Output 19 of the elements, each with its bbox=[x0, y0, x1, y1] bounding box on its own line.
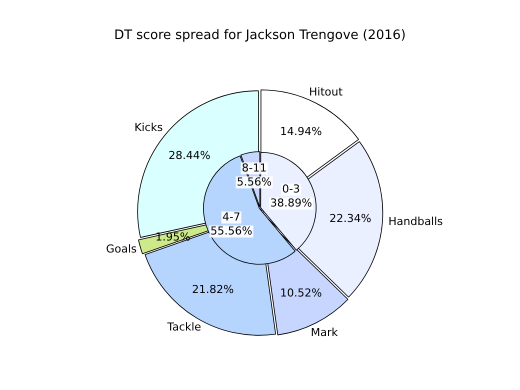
slice-label: Handballs bbox=[388, 215, 444, 228]
data-label: 22.34% bbox=[329, 212, 372, 225]
slice-label: Goals bbox=[106, 242, 138, 256]
data-label: 5.56% bbox=[236, 175, 272, 188]
data-label: 38.89% bbox=[270, 196, 312, 210]
slice-label: 0-3 bbox=[282, 182, 300, 196]
data-label: 1.95% bbox=[155, 230, 190, 244]
chart-title: DT score spread for Jackson Trengove (2016) bbox=[114, 28, 406, 44]
slice-label: 4-7 bbox=[222, 210, 240, 224]
slice-label: Hitout bbox=[309, 85, 344, 98]
slice-label: Tackle bbox=[166, 320, 202, 334]
data-label: 28.44% bbox=[168, 148, 210, 162]
slice-label: Mark bbox=[310, 326, 339, 339]
data-label: 21.82% bbox=[192, 283, 234, 296]
data-label: 10.52% bbox=[280, 286, 322, 300]
slice-label: Kicks bbox=[134, 121, 164, 134]
data-label: 55.56% bbox=[210, 224, 252, 238]
data-label: 14.94% bbox=[280, 124, 322, 138]
slice-label: 8-11 bbox=[242, 161, 267, 174]
